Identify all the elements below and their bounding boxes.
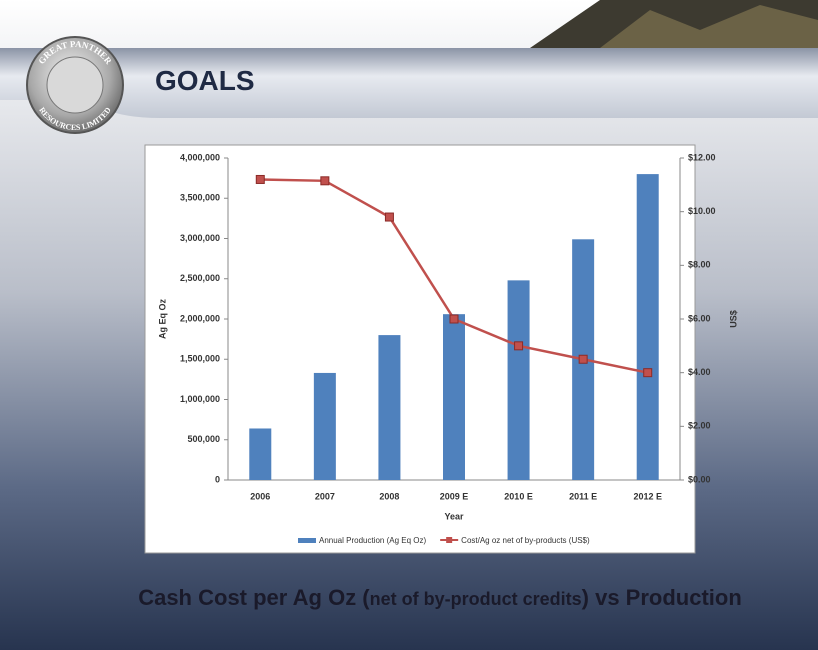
- y-tick-label: 3,500,000: [180, 193, 220, 203]
- line-marker: [643, 368, 653, 378]
- line-marker: [578, 354, 588, 364]
- line-marker: [449, 314, 459, 324]
- y-tick-label: 4,000,000: [180, 152, 220, 162]
- x-tick-label: 2006: [250, 491, 270, 501]
- y2-tick-label: $4.00: [688, 367, 711, 377]
- legend-label: Cost/Ag oz net of by-products (US$): [461, 536, 590, 545]
- x-tick-label: 2011 E: [569, 491, 597, 501]
- legend-label: Annual Production (Ag Eq Oz): [319, 536, 427, 545]
- line-marker: [514, 341, 524, 351]
- y-tick-label: 1,500,000: [180, 354, 220, 364]
- y2-axis-label: US$: [728, 310, 738, 328]
- y-tick-label: 1,000,000: [180, 394, 220, 404]
- x-tick-label: 2009 E: [440, 491, 469, 501]
- bar: [313, 372, 336, 480]
- header-band: [0, 48, 818, 118]
- y2-tick-label: $6.00: [688, 313, 711, 323]
- logo-center: [46, 56, 104, 114]
- x-tick-label: 2010 E: [504, 491, 533, 501]
- bar: [443, 314, 465, 480]
- y-axis-label: Ag Eq Oz: [157, 299, 167, 339]
- y-tick-label: 2,500,000: [180, 273, 220, 283]
- bar: [636, 174, 659, 480]
- y2-tick-label: $8.00: [688, 260, 711, 270]
- y2-tick-label: $0.00: [688, 474, 711, 484]
- caption-part: Cash Cost per Ag Oz (: [138, 585, 370, 610]
- x-axis-label: Year: [444, 511, 464, 521]
- caption-part: ) vs Production: [582, 585, 742, 610]
- chart-area: [144, 144, 696, 554]
- legend-swatch: [446, 537, 453, 543]
- line-marker: [384, 212, 394, 222]
- caption-part: net of by-product credits: [370, 589, 582, 609]
- legend-swatch: [298, 538, 316, 543]
- line-marker: [320, 176, 330, 186]
- y2-tick-label: $12.00: [688, 152, 716, 162]
- caption: Cash Cost per Ag Oz (net of by-product c…: [138, 585, 742, 610]
- y2-tick-label: $10.00: [688, 206, 716, 216]
- x-tick-label: 2008: [379, 491, 399, 501]
- bar: [249, 428, 272, 480]
- y-tick-label: 500,000: [187, 434, 220, 444]
- line-marker: [255, 174, 265, 184]
- bar: [507, 280, 530, 480]
- x-tick-label: 2007: [315, 491, 335, 501]
- y-tick-label: 2,000,000: [180, 313, 220, 323]
- x-tick-label: 2012 E: [633, 491, 662, 501]
- slide-title: GOALS: [155, 65, 255, 96]
- y-tick-label: 0: [215, 474, 220, 484]
- y2-tick-label: $2.00: [688, 421, 711, 431]
- bar: [378, 335, 401, 480]
- header-photo-detail: [600, 5, 818, 48]
- y-tick-label: 3,000,000: [180, 233, 220, 243]
